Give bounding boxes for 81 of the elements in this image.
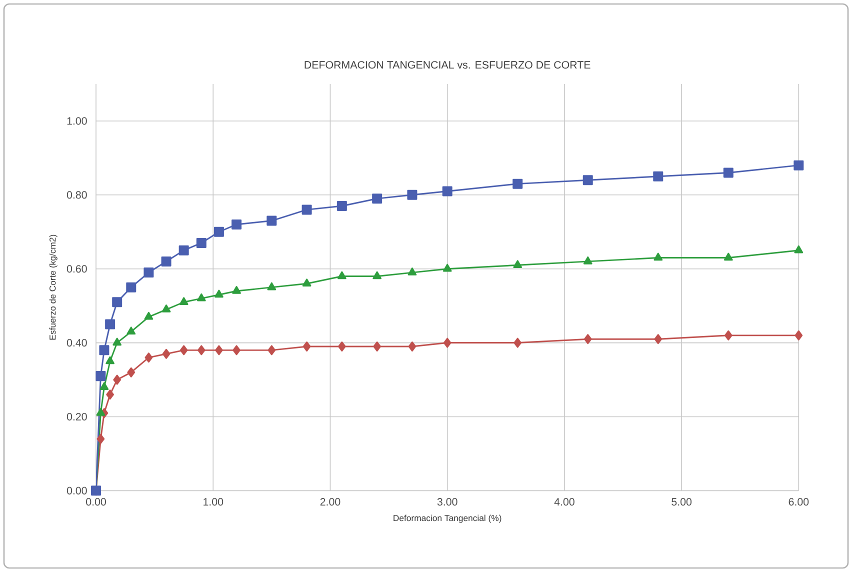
point xyxy=(794,160,804,170)
point xyxy=(408,341,416,352)
point xyxy=(442,264,452,272)
point xyxy=(144,352,153,363)
point xyxy=(582,175,593,186)
x-tick-label: 3.00 xyxy=(437,498,458,506)
point xyxy=(215,345,223,356)
point xyxy=(162,304,171,312)
point xyxy=(654,252,663,261)
point xyxy=(372,194,382,204)
point xyxy=(105,319,116,330)
point xyxy=(302,341,311,352)
point xyxy=(232,345,240,356)
point xyxy=(99,345,110,356)
point xyxy=(266,216,277,226)
point xyxy=(373,341,382,352)
point xyxy=(106,356,114,364)
point xyxy=(126,282,136,292)
point xyxy=(514,338,522,348)
point xyxy=(232,286,241,294)
point xyxy=(443,338,452,348)
point xyxy=(96,371,106,382)
y-axis-title: Esfuerzo de Corte (kg/cm2) xyxy=(49,234,58,340)
y-tick-label: 0.00 xyxy=(66,486,87,494)
point xyxy=(112,297,122,308)
y-tick-label: 0.80 xyxy=(66,191,87,199)
point xyxy=(794,330,803,340)
point xyxy=(112,338,122,346)
y-tick-label: 0.60 xyxy=(66,265,87,273)
point xyxy=(197,345,206,356)
point xyxy=(179,297,188,305)
point xyxy=(96,408,106,416)
point xyxy=(583,256,592,264)
point xyxy=(372,271,382,280)
x-tick-label: 0.00 xyxy=(86,498,106,506)
point xyxy=(724,330,732,340)
point xyxy=(144,312,154,320)
point xyxy=(336,200,347,212)
y-tick-label: 0.40 xyxy=(66,339,87,347)
point xyxy=(162,348,170,359)
y-tick-label: 1.00 xyxy=(67,117,87,125)
x-tick-label: 4.00 xyxy=(554,498,574,506)
point xyxy=(267,282,276,290)
x-tick-label: 5.00 xyxy=(672,498,692,506)
point xyxy=(178,245,189,256)
point xyxy=(196,238,206,248)
point xyxy=(794,245,804,254)
x-tick-label: 2.00 xyxy=(320,498,340,506)
point xyxy=(214,290,224,298)
point xyxy=(724,252,733,261)
point xyxy=(302,204,312,215)
x-tick-label: 1.00 xyxy=(204,498,224,506)
y-tick-label: 0.20 xyxy=(66,412,87,421)
point xyxy=(407,190,418,200)
point xyxy=(268,345,276,356)
point xyxy=(161,256,172,266)
point xyxy=(512,178,523,189)
chart-title: DEFORMACION TANGENCIAL vs. ESFUERZO DE CORTE xyxy=(304,61,590,69)
point xyxy=(232,219,242,230)
point xyxy=(442,186,452,196)
point xyxy=(513,260,522,268)
point xyxy=(338,341,346,352)
x-tick-label: 6.00 xyxy=(788,498,809,506)
point xyxy=(302,278,312,287)
point xyxy=(127,367,136,378)
point xyxy=(113,374,122,385)
point xyxy=(100,382,109,390)
point xyxy=(180,345,188,356)
point xyxy=(338,271,346,280)
point xyxy=(96,434,105,444)
point xyxy=(408,268,417,276)
point xyxy=(126,326,136,335)
point xyxy=(653,171,664,182)
point xyxy=(723,168,734,178)
point xyxy=(144,268,154,278)
point xyxy=(584,334,592,344)
point xyxy=(214,226,224,237)
point xyxy=(196,293,206,302)
point xyxy=(654,334,662,344)
point xyxy=(106,390,114,400)
x-axis-title: Deformacion Tangencial (%) xyxy=(394,514,502,523)
